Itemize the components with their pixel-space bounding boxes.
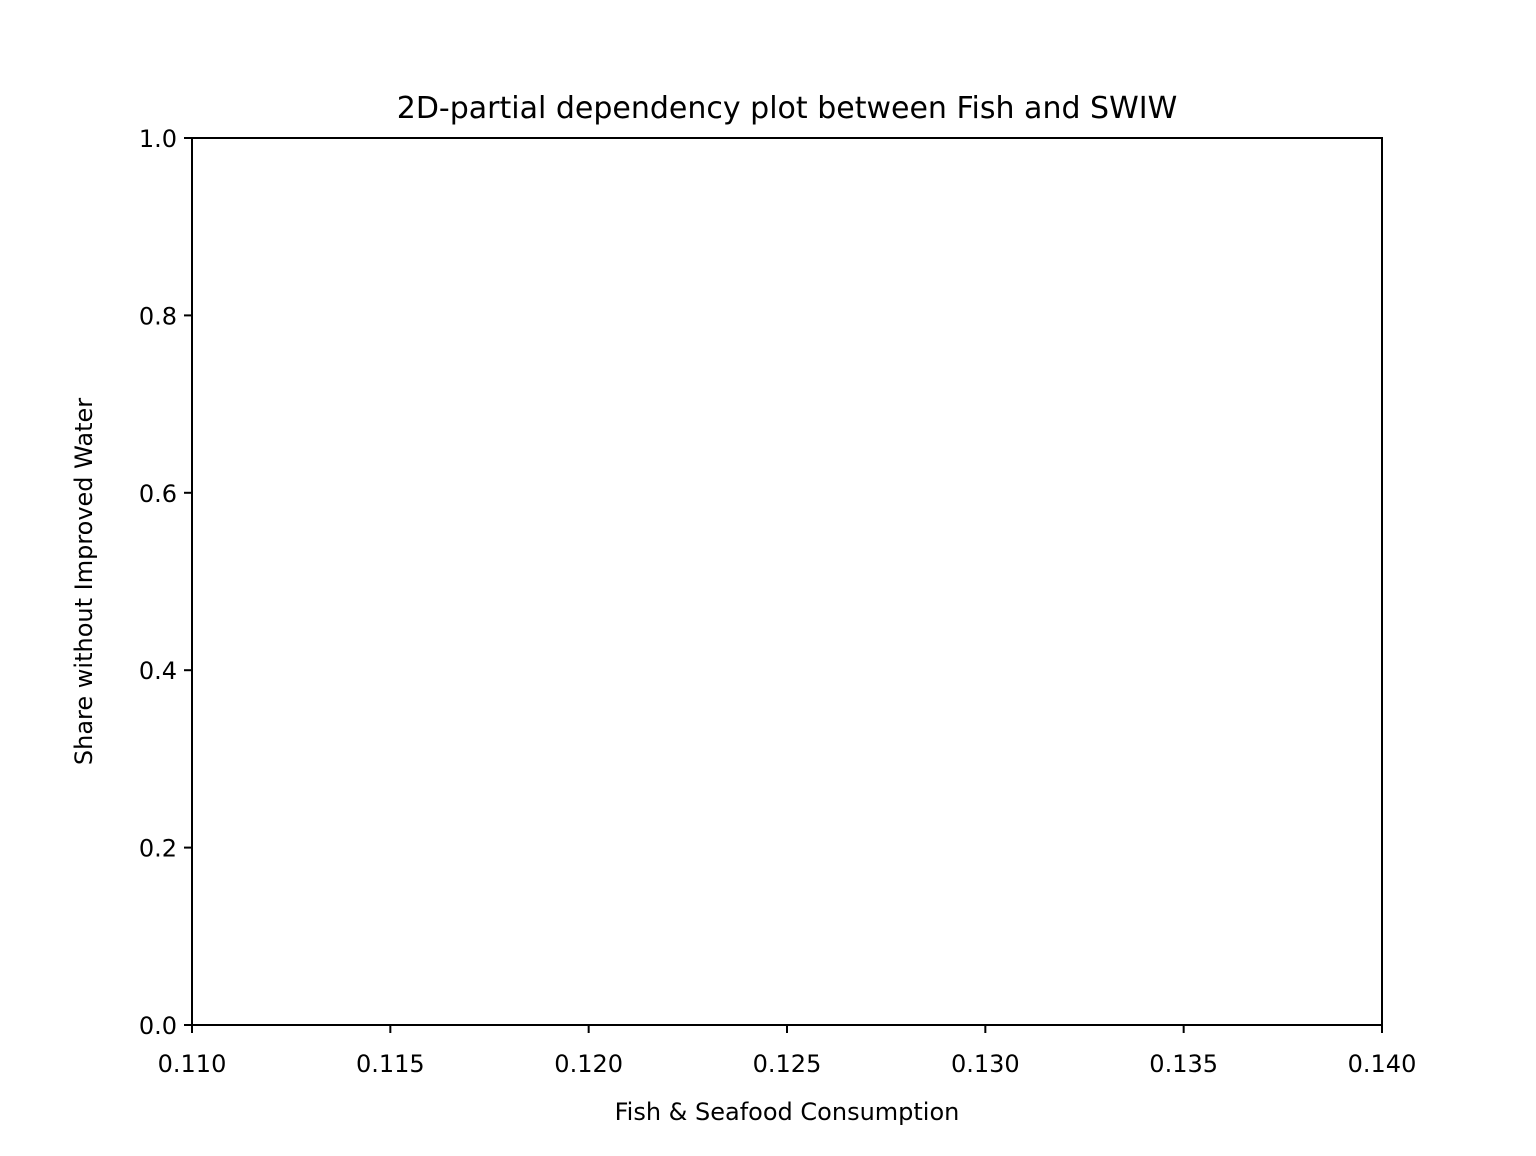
plot-area-frame [191,137,1383,1026]
x-axis-ticks: 0.110 0.115 0.120 0.125 0.130 0.135 0.140 [158,1025,1417,1078]
y-tick-label: 0.4 [139,657,177,685]
x-tick-label: 0.135 [1149,1050,1218,1078]
y-axis-ticks: 0.0 0.2 0.4 0.6 0.8 1.0 [139,125,192,1040]
x-tick-label: 0.125 [753,1050,822,1078]
x-tick-label: 0.130 [951,1050,1020,1078]
y-axis-label: Share without Improved Water [70,398,98,765]
chart-title: 2D-partial dependency plot between Fish … [397,91,1178,126]
y-tick-label: 0.0 [139,1012,177,1040]
x-tick-label: 0.115 [356,1050,425,1078]
x-tick-label: 0.110 [158,1050,227,1078]
y-tick-label: 1.0 [139,125,177,153]
x-axis-label: Fish & Seafood Consumption [615,1098,960,1126]
x-tick-label: 0.140 [1348,1050,1417,1078]
y-tick-label: 0.2 [139,835,177,863]
y-tick-label: 0.8 [139,302,177,330]
x-tick-label: 0.120 [554,1050,623,1078]
y-tick-label: 0.6 [139,480,177,508]
